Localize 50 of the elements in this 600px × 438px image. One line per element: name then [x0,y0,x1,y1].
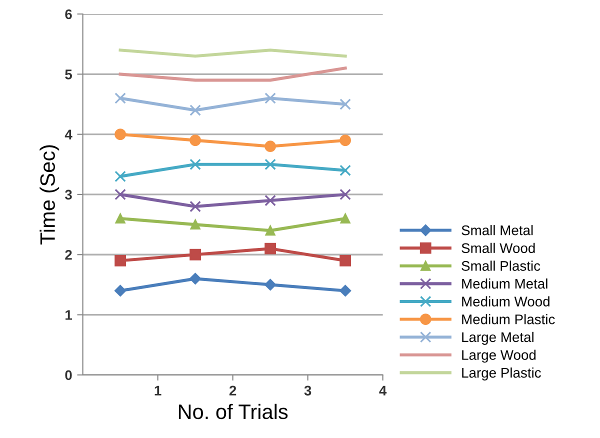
x-tick-label: 4 [379,386,387,396]
point [340,164,351,176]
legend-label: Medium Plastic [462,314,555,324]
y-tick-label: 2 [65,250,72,260]
point [340,188,351,200]
x-tick-label: 1 [154,386,162,396]
point [190,134,201,146]
legend-label: Small Plastic [462,260,540,271]
y-tick-label: 6 [65,9,72,20]
legend-label: Large Wood [462,350,536,363]
y-tick-label: 1 [66,310,72,320]
x-tick-label: 2 [229,386,236,396]
point [264,158,276,170]
point [190,248,201,260]
point [190,272,202,284]
point [114,170,126,182]
legend-label: Medium Metal [462,278,548,289]
point [340,134,351,146]
y-tick-label: 3 [64,190,72,200]
point [340,254,351,266]
point [340,98,351,110]
point [114,284,126,296]
legend-label: Medium Wood [462,296,550,306]
point [340,214,350,224]
point [264,92,276,104]
legend-label: Small Wood [462,242,535,254]
x-axis-title: No. of Trials [178,404,288,420]
y-tick-label: 0 [65,370,72,380]
point [115,214,126,224]
point [264,278,276,290]
point [264,194,276,206]
point [114,128,126,140]
point [340,284,352,296]
legend-label: Large Metal [462,332,534,345]
point [264,140,276,152]
point [190,220,200,230]
legend-label: Large Plastic [462,368,541,380]
point [114,92,126,104]
x-tick-label: 3 [304,386,312,396]
y-tick-label: 5 [65,70,72,80]
point [114,254,126,266]
y-axis-title: Time (Sec) [40,145,60,245]
point [265,226,276,236]
y-tick-label: 4 [64,130,72,140]
legend-label: Small Metal [462,225,533,236]
point [114,188,126,200]
point [264,242,276,254]
point [190,200,201,212]
point [190,104,201,116]
point [190,158,201,170]
